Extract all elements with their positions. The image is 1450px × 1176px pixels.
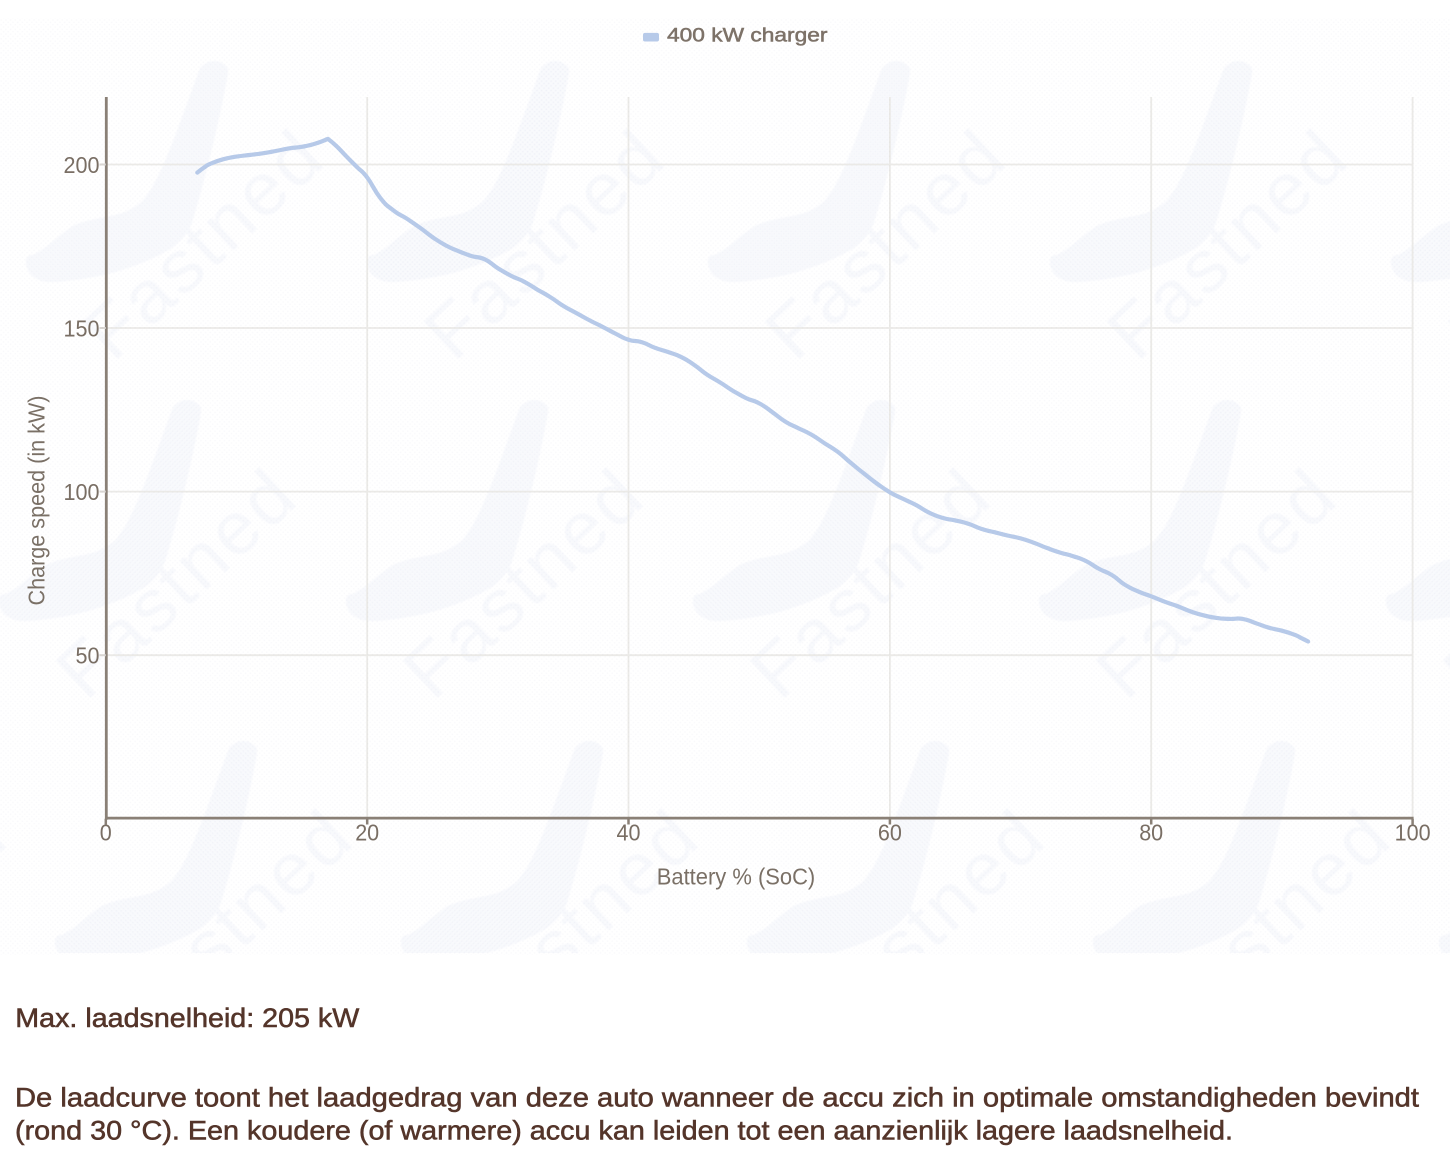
svg-text:100: 100: [64, 479, 100, 505]
svg-text:200: 200: [64, 152, 100, 178]
svg-text:Max. laadsnelheid: 205 kW: Max. laadsnelheid: 205 kW: [15, 1003, 359, 1033]
svg-text:20: 20: [355, 820, 379, 846]
svg-text:60: 60: [878, 820, 902, 846]
svg-text:80: 80: [1139, 820, 1163, 846]
svg-text:0: 0: [100, 820, 112, 846]
svg-text:De laadcurve toont het laadged: De laadcurve toont het laadgedrag van de…: [15, 1083, 1420, 1113]
svg-text:Charge speed (in kW): Charge speed (in kW): [24, 396, 50, 606]
svg-text:Battery % (SoC): Battery % (SoC): [657, 864, 816, 890]
svg-text:40: 40: [617, 820, 641, 846]
svg-text:(rond 30 °C). Een koudere (of: (rond 30 °C). Een koudere (of warmere) a…: [15, 1116, 1233, 1146]
svg-text:100: 100: [1395, 820, 1431, 846]
svg-text:50: 50: [76, 643, 100, 669]
svg-text:400 kW charger: 400 kW charger: [667, 26, 828, 47]
svg-text:150: 150: [64, 315, 100, 341]
